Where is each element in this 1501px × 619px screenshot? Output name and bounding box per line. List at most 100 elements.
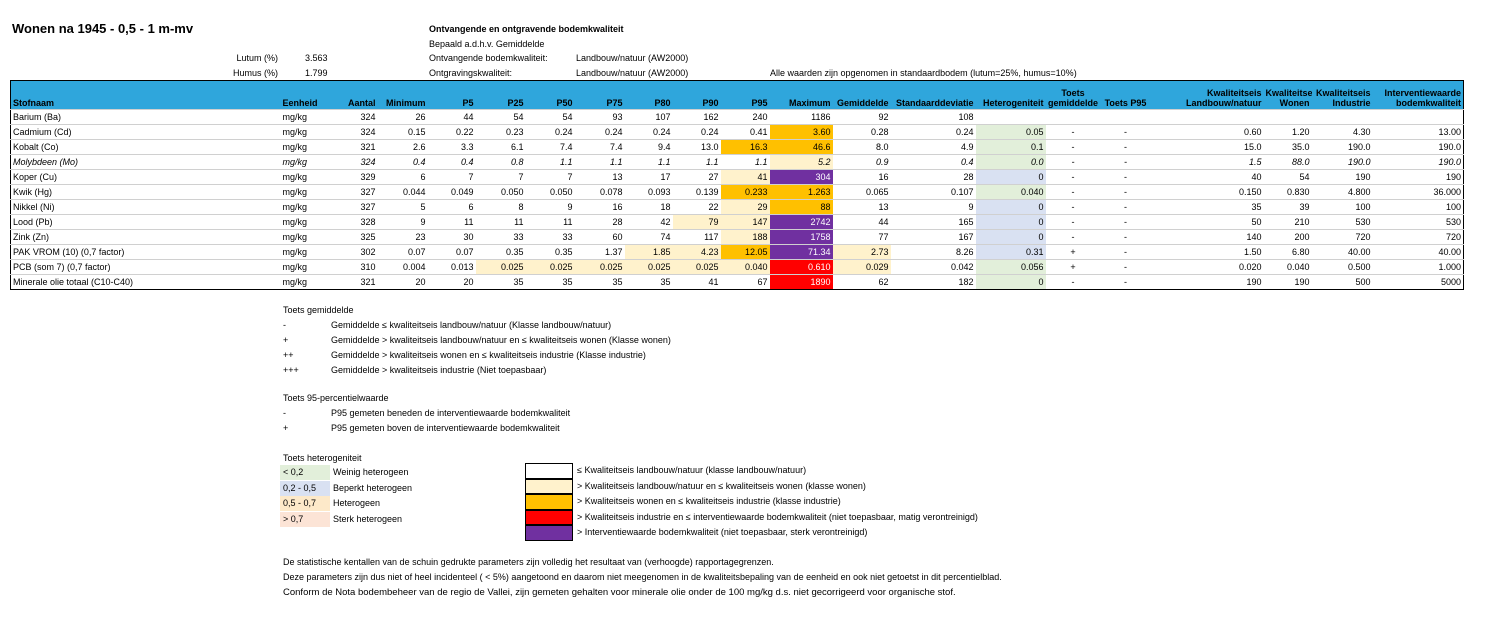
column-header: P50 bbox=[556, 98, 573, 108]
legend-text: > Kwaliteitseis industrie en ≤ intervent… bbox=[577, 511, 978, 522]
cell: 4.23 bbox=[672, 244, 721, 260]
cell: 41 bbox=[672, 274, 721, 290]
cell: 16.3 bbox=[720, 139, 770, 155]
cell: 4.30 bbox=[1311, 124, 1373, 140]
cell: 35.0 bbox=[1263, 139, 1312, 155]
cell: 54 bbox=[1263, 169, 1312, 185]
cell: 325 bbox=[330, 229, 378, 245]
cell: 0.029 bbox=[832, 259, 891, 275]
cell: 0.078 bbox=[574, 184, 625, 200]
cell: 0.9 bbox=[832, 154, 891, 170]
cell: 147 bbox=[720, 214, 770, 230]
cell: mg/kg bbox=[280, 244, 331, 260]
cell: mg/kg bbox=[280, 214, 331, 230]
cell: 530 bbox=[1311, 214, 1373, 230]
cell: 190.0 bbox=[1311, 154, 1373, 170]
cell: 8.0 bbox=[832, 139, 891, 155]
cell: 302 bbox=[330, 244, 378, 260]
column-header: Kwaliteitseis Landbouw/natuur bbox=[1186, 88, 1262, 108]
cell: + bbox=[1045, 244, 1101, 260]
cell: 9 bbox=[890, 199, 976, 215]
cell: - bbox=[1100, 184, 1151, 200]
cell: 39 bbox=[1263, 199, 1312, 215]
cell: 3.3 bbox=[427, 139, 476, 155]
cell: 0.24 bbox=[574, 124, 625, 140]
column-header: P75 bbox=[606, 98, 623, 108]
receiving-label: Ontvangende bodemkwaliteit: bbox=[429, 53, 548, 63]
substance-name: Kwik (Hg) bbox=[10, 184, 281, 200]
class-swatch bbox=[525, 525, 573, 541]
cell: - bbox=[1045, 274, 1101, 290]
cell bbox=[975, 109, 1046, 125]
cell: 13 bbox=[574, 169, 625, 185]
cell: 22 bbox=[672, 199, 721, 215]
cell: mg/kg bbox=[280, 229, 331, 245]
legend-text: P95 gemeten beneden de interventiewaarde… bbox=[331, 408, 571, 418]
cell: 324 bbox=[330, 124, 378, 140]
cell: 329 bbox=[330, 169, 378, 185]
column-header: Aantal bbox=[347, 98, 376, 108]
cell: 190 bbox=[1263, 274, 1312, 290]
cell: 26 bbox=[377, 109, 428, 125]
cell: 0.31 bbox=[975, 244, 1046, 260]
cell: - bbox=[1045, 169, 1101, 185]
table-row: Kobalt (Co) mg/kg 321 2.6 3.3 6.1 7.4 7.4 9.4 13.… bbox=[10, 139, 1464, 155]
cell: 0.020 bbox=[1150, 259, 1264, 275]
table-row: Barium (Ba) mg/kg 324 26 44 54 54 93 107 162 240 11… bbox=[10, 109, 1464, 125]
substance-name: Zink (Zn) bbox=[10, 229, 281, 245]
cell: 7 bbox=[475, 169, 526, 185]
cell: 40.00 bbox=[1372, 244, 1464, 260]
cell: 1.1 bbox=[525, 154, 575, 170]
cell: 77 bbox=[832, 229, 891, 245]
cell: 530 bbox=[1372, 214, 1464, 230]
cell: 1.1 bbox=[574, 154, 625, 170]
cell: 1.37 bbox=[574, 244, 625, 260]
cell: 0.24 bbox=[890, 124, 976, 140]
cell: 190 bbox=[1150, 274, 1264, 290]
cell bbox=[1045, 109, 1101, 125]
legend-symbol: ++ bbox=[283, 350, 294, 360]
cell: - bbox=[1100, 244, 1151, 260]
cell: 0.040 bbox=[1263, 259, 1312, 275]
cell: 9.4 bbox=[624, 139, 673, 155]
cell: 0.24 bbox=[624, 124, 673, 140]
cell: 18 bbox=[624, 199, 673, 215]
cell: 50 bbox=[1150, 214, 1264, 230]
cell: 71.34 bbox=[769, 244, 833, 260]
legend-text: Sterk heterogeen bbox=[333, 513, 403, 524]
cell: 0.040 bbox=[975, 184, 1046, 200]
substance-name: Koper (Cu) bbox=[10, 169, 281, 185]
cell: 9 bbox=[525, 199, 575, 215]
cell: 1.85 bbox=[624, 244, 673, 260]
cell: - bbox=[1045, 184, 1101, 200]
cell: 720 bbox=[1311, 229, 1373, 245]
cell: 0.025 bbox=[574, 259, 625, 275]
cell: 44 bbox=[832, 214, 891, 230]
cell: 20 bbox=[427, 274, 476, 290]
cell: mg/kg bbox=[280, 124, 331, 140]
cell: 30 bbox=[427, 229, 476, 245]
cell: 12.05 bbox=[720, 244, 770, 260]
cell: 1.50 bbox=[1150, 244, 1264, 260]
cell: 15.0 bbox=[1150, 139, 1264, 155]
cell: 108 bbox=[890, 109, 976, 125]
cell: mg/kg bbox=[280, 169, 331, 185]
cell: mg/kg bbox=[280, 109, 331, 125]
cell: 0.025 bbox=[525, 259, 575, 275]
cell: 100 bbox=[1311, 199, 1373, 215]
cell: 500 bbox=[1311, 274, 1373, 290]
cell: 321 bbox=[330, 139, 378, 155]
cell: 190.0 bbox=[1372, 154, 1464, 170]
cell: 1.1 bbox=[624, 154, 673, 170]
cell: mg/kg bbox=[280, 259, 331, 275]
cell: 0.004 bbox=[377, 259, 428, 275]
cell: 0.040 bbox=[720, 259, 770, 275]
cell: 0.500 bbox=[1311, 259, 1373, 275]
note: De statistische kentallen van de schuin … bbox=[283, 557, 774, 567]
cell: - bbox=[1100, 139, 1151, 155]
cell: 720 bbox=[1372, 229, 1464, 245]
cell: - bbox=[1045, 214, 1101, 230]
substance-name: Cadmium (Cd) bbox=[10, 124, 281, 140]
substance-name: PCB (som 7) (0,7 factor) bbox=[10, 259, 281, 275]
cell: 0.150 bbox=[1150, 184, 1264, 200]
